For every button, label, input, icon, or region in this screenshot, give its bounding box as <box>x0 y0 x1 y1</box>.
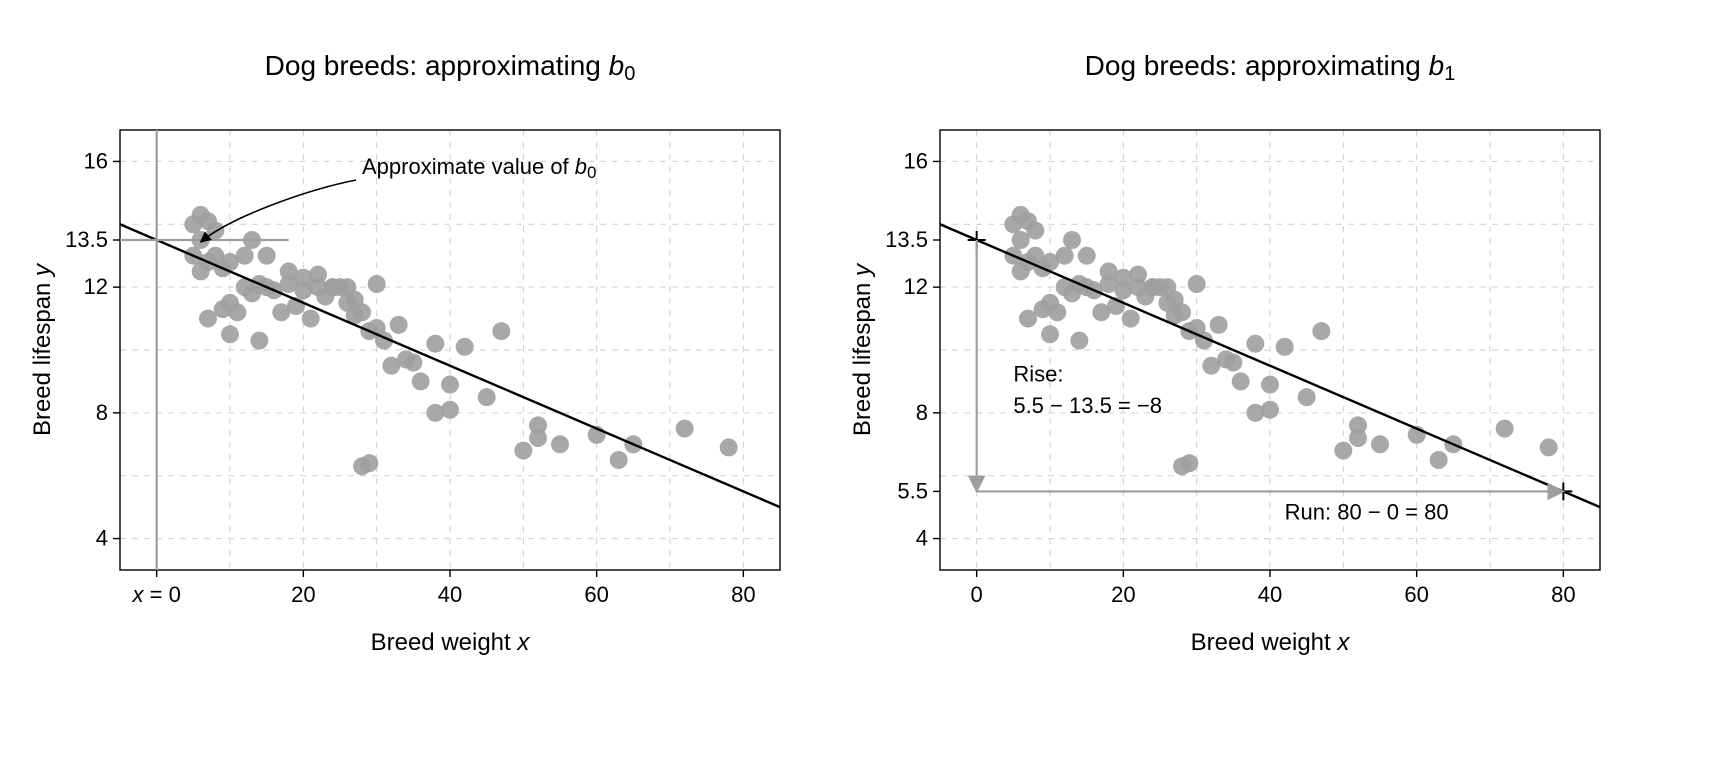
scatter-point <box>1349 429 1367 447</box>
y-tick-label: 8 <box>916 400 928 425</box>
scatter-point <box>250 332 268 350</box>
scatter-point <box>1026 222 1044 240</box>
scatter-point <box>1334 442 1352 460</box>
x-tick-label: 80 <box>1551 582 1575 607</box>
y-tick-label: 16 <box>904 148 928 173</box>
scatter-point <box>221 325 239 343</box>
panel-title: Dog breeds: approximating b0 <box>265 50 636 85</box>
scatter-point <box>441 401 459 419</box>
x-tick-label: 40 <box>1258 582 1282 607</box>
scatter-point <box>360 454 378 472</box>
scatter-point <box>236 247 254 265</box>
scatter-point <box>1078 247 1096 265</box>
x-zero-label: x = 0 <box>132 582 181 607</box>
scatter-point <box>1210 316 1228 334</box>
scatter-point <box>1041 325 1059 343</box>
scatter-point <box>353 303 371 321</box>
scatter-point <box>1540 438 1558 456</box>
scatter-point <box>456 338 474 356</box>
scatter-point <box>1063 231 1081 249</box>
scatter-point <box>529 429 547 447</box>
scatter-point <box>1070 332 1088 350</box>
scatter-point <box>478 388 496 406</box>
x-tick-label: 60 <box>584 582 608 607</box>
scatter-point <box>610 451 628 469</box>
scatter-point <box>1224 354 1242 372</box>
x-tick-label: 20 <box>1111 582 1135 607</box>
y-axis-label: Breed lifespan y <box>29 262 56 436</box>
y-tick-label-extra: 13.5 <box>885 227 928 252</box>
rise-label-1: Rise: <box>1013 361 1063 386</box>
scatter-point <box>426 335 444 353</box>
scatter-point <box>720 438 738 456</box>
scatter-point <box>1298 388 1316 406</box>
scatter-point <box>1232 372 1250 390</box>
scatter-point <box>390 316 408 334</box>
scatter-point <box>1496 420 1514 438</box>
scatter-point <box>368 275 386 293</box>
scatter-point <box>492 322 510 340</box>
scatter-point <box>1261 401 1279 419</box>
scatter-point <box>551 435 569 453</box>
scatter-point <box>1312 322 1330 340</box>
scatter-point <box>1129 266 1147 284</box>
scatter-point <box>1371 435 1389 453</box>
x-tick-label: 20 <box>291 582 315 607</box>
dual-scatter-chart: 48121620406080Breed weight xBreed lifesp… <box>0 0 1728 768</box>
panel-title: Dog breeds: approximating b1 <box>1085 50 1456 85</box>
rise-label-2: 5.5 − 13.5 = −8 <box>1013 393 1162 418</box>
y-tick-label: 12 <box>904 274 928 299</box>
scatter-point <box>514 442 532 460</box>
scatter-point <box>302 310 320 328</box>
scatter-point <box>1056 247 1074 265</box>
scatter-point <box>1261 376 1279 394</box>
x-axis-label: Breed weight x <box>1191 629 1351 656</box>
x-tick-label: 60 <box>1404 582 1428 607</box>
scatter-point <box>1246 335 1264 353</box>
x-axis-label: Breed weight x <box>371 629 531 656</box>
y-axis-label: Breed lifespan y <box>849 262 876 436</box>
scatter-point <box>206 222 224 240</box>
y-tick-label-extra: 13.5 <box>65 227 108 252</box>
scatter-point <box>1048 303 1066 321</box>
y-tick-label: 16 <box>84 148 108 173</box>
scatter-point <box>1430 451 1448 469</box>
y-tick-label: 12 <box>84 274 108 299</box>
scatter-point <box>1180 454 1198 472</box>
scatter-point <box>676 420 694 438</box>
scatter-point <box>309 266 327 284</box>
scatter-point <box>1122 310 1140 328</box>
scatter-point <box>258 247 276 265</box>
y-tick-label: 4 <box>916 526 928 551</box>
scatter-point <box>412 372 430 390</box>
scatter-point <box>404 354 422 372</box>
y-tick-label-extra: 5.5 <box>897 478 928 503</box>
run-label: Run: 80 − 0 = 80 <box>1285 500 1449 525</box>
y-tick-label: 8 <box>96 400 108 425</box>
x-tick-label: 40 <box>438 582 462 607</box>
y-tick-label: 4 <box>96 526 108 551</box>
scatter-point <box>1276 338 1294 356</box>
annotation-b0: Approximate value of b0 <box>362 154 597 182</box>
scatter-point <box>228 303 246 321</box>
x-tick-label: 80 <box>731 582 755 607</box>
scatter-point <box>441 376 459 394</box>
scatter-point <box>1173 303 1191 321</box>
x-tick-label: 0 <box>971 582 983 607</box>
scatter-point <box>1188 275 1206 293</box>
